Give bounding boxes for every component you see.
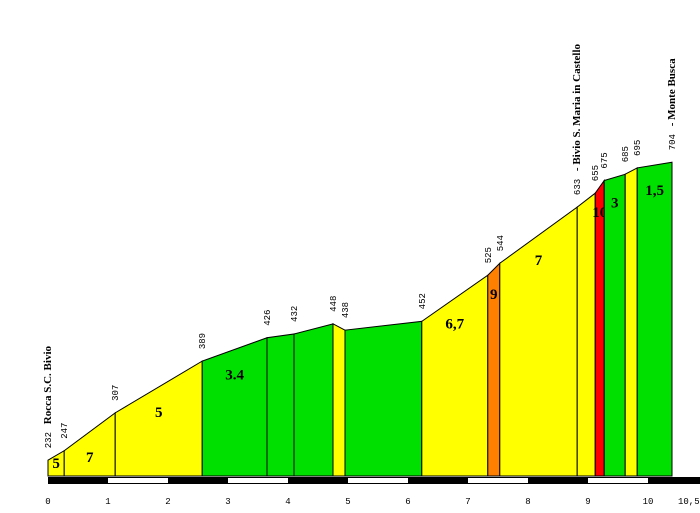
gradient-segment [499,206,578,477]
x-tick-label: 0 [45,497,50,507]
elevation-label: 695 [633,140,643,156]
x-tick-label: 10,5 [678,497,700,507]
km-band [528,478,588,483]
elevation-label: 452 [418,293,428,309]
km-band [408,478,468,483]
elevation-label: 675 [600,152,610,168]
x-tick-label: 3 [225,497,230,507]
gradient-label: 3.4 [225,367,244,383]
km-band [228,478,288,483]
gradient-label: 1,5 [645,183,664,199]
elevation-label: 307 [111,385,121,401]
gradient-label: 3 [611,195,619,211]
elevation-label: 426 [263,310,273,326]
elevation-label: 655 [591,165,601,181]
elevation-label: 438 [341,302,351,318]
elevation-label: 232 [44,432,54,448]
gradient-segment [344,320,423,477]
gradient-label: 7 [86,450,94,466]
gradient-segment [201,337,268,477]
elevation-label: 633 [573,179,583,195]
gradient-segment [421,274,489,477]
x-tick-label: 9 [585,497,590,507]
elevation-label: 704 [668,134,678,150]
x-tick-label: 8 [525,497,530,507]
x-tick-label: 1 [105,497,110,507]
elevation-label: 685 [621,146,631,162]
km-band [468,478,528,483]
km-band [48,478,108,483]
gradient-segment [293,323,334,477]
x-tick-label: 2 [165,497,170,507]
gradient-segment [266,333,295,477]
elevation-label: 525 [484,247,494,263]
x-tick-label: 4 [285,497,290,507]
gradient-segment [603,173,626,477]
gradient-segment [624,167,638,477]
gradient-label: 7 [535,253,543,269]
x-tick-label: 7 [465,497,470,507]
x-tick-label: 10 [643,497,654,507]
point-name: - Bivio S. Maria in Castello [571,43,583,171]
x-tick-label: 6 [405,497,410,507]
km-band [588,478,648,483]
gradient-label: 6,7 [445,316,464,332]
point-name: Rocca S.C. Bivio [42,345,54,424]
gradient-segment [594,178,605,477]
gradient-label: 5 [155,405,163,421]
gradient-segment [576,192,596,477]
gradient-label: 10 [592,205,607,221]
km-band [648,478,678,483]
gradient-segment [63,411,116,477]
elevation-label: 247 [60,423,70,439]
gradient-segment [636,161,673,477]
elevation-label: 544 [496,235,506,251]
km-band [108,478,168,483]
point-name: - Monte Busca [666,58,678,126]
km-band [288,478,348,483]
gradient-label: 5 [52,456,60,472]
elevation-label: 389 [198,333,208,349]
elevation-label: 448 [329,296,339,312]
gradient-segment [332,323,346,477]
x-tick-label: 5 [345,497,350,507]
km-band [348,478,408,483]
km-band [168,478,228,483]
elevation-label: 432 [290,306,300,322]
gradient-label: 9 [490,287,498,303]
